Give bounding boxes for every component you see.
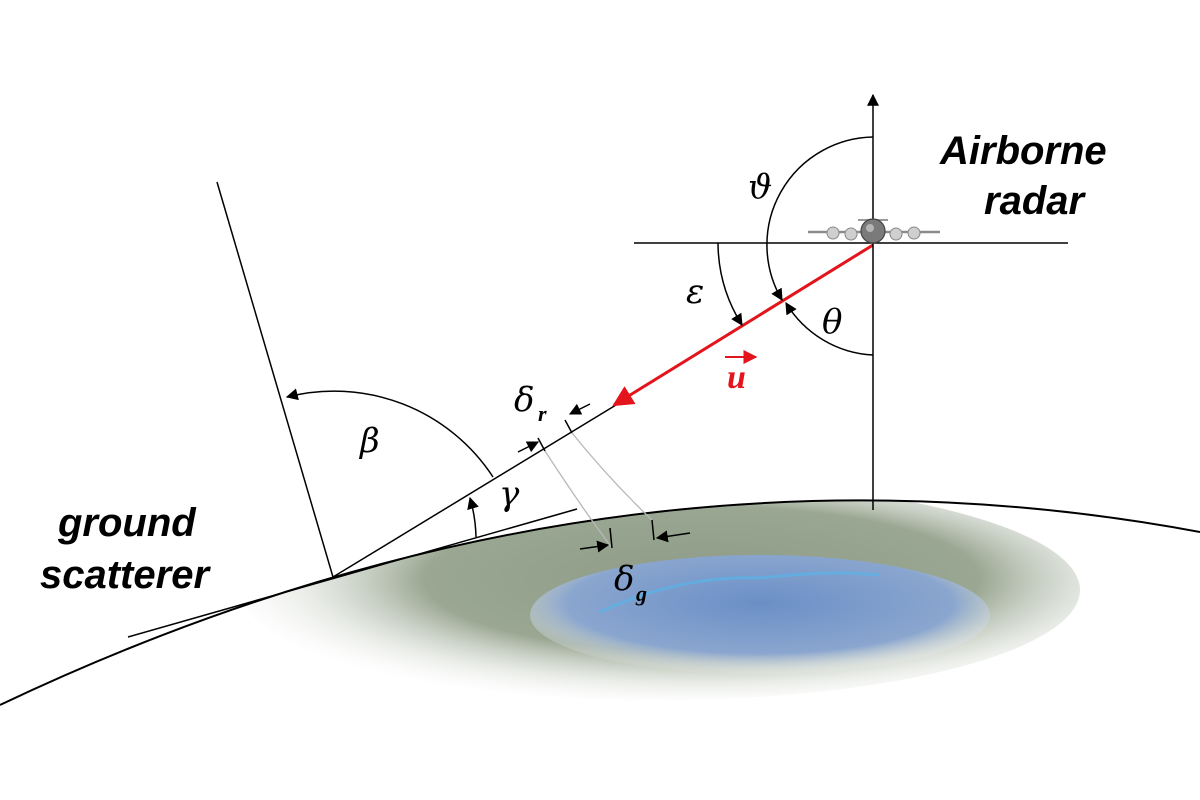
delta-g-label: δ: [614, 559, 634, 599]
range-projection-arc-near: [544, 450, 613, 549]
u-vector-label: u: [727, 359, 746, 396]
epsilon-arc: [717, 242, 743, 327]
delta-r-subscript: r: [538, 401, 547, 426]
aircraft-icon: [808, 218, 940, 244]
ground-scatterer-label-line2: scatterer: [40, 553, 211, 597]
ground-normal-line: [216, 181, 334, 578]
range-projection-arc-far: [571, 432, 653, 521]
delta-r-tick-right: [564, 419, 573, 434]
delta-g-subscript: g: [635, 581, 647, 606]
gamma-arc: [467, 496, 479, 538]
theta-arc: [785, 301, 874, 356]
airborne-radar-label-line2: radar: [984, 179, 1086, 223]
vartheta-arc: [766, 136, 874, 302]
epsilon-label: ε: [686, 272, 704, 312]
beta-arc: [285, 388, 494, 478]
delta-g-arrow-left: [579, 540, 610, 553]
vartheta-label: ϑ: [748, 167, 772, 207]
theta-label: θ: [822, 302, 842, 342]
delta-g-tick-left: [609, 527, 613, 549]
delta-g-tick-right: [651, 519, 655, 541]
delta-r-arrow-right: [568, 403, 591, 415]
delta-g-arrow-right: [655, 530, 691, 543]
earth-surface-curve: [0, 499, 1200, 706]
beta-label: β: [358, 421, 380, 461]
ground-scatterer-label-line1: ground: [57, 501, 197, 545]
gamma-label: γ: [499, 474, 520, 514]
airborne-radar-label-line1: Airborne: [939, 129, 1107, 173]
terrain-image: [240, 500, 1080, 700]
u-vector-arrow: [612, 243, 874, 407]
delta-r-label: δ: [514, 380, 534, 420]
line-of-sight: [332, 404, 617, 578]
delta-r-arrow-left: [517, 441, 540, 453]
delta-r-tick-left: [537, 437, 546, 452]
ground-tangent-line: [127, 508, 578, 638]
